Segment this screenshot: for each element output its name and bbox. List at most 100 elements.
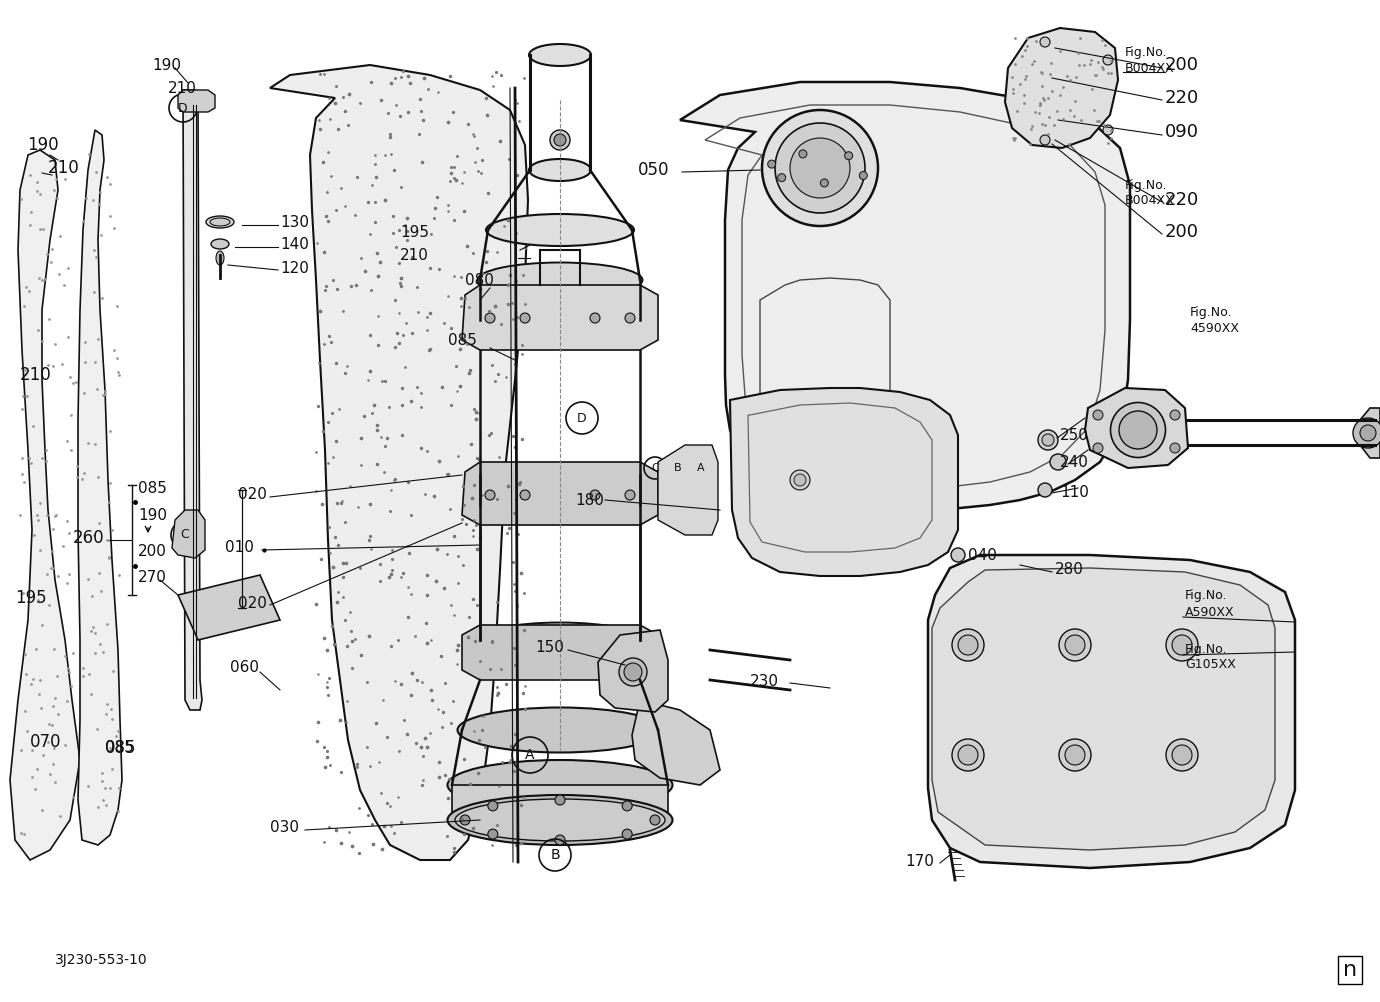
Text: C: C bbox=[181, 528, 189, 541]
Polygon shape bbox=[598, 630, 668, 712]
Text: B004XX: B004XX bbox=[1125, 193, 1174, 206]
Ellipse shape bbox=[529, 44, 591, 66]
Circle shape bbox=[555, 835, 564, 845]
Text: 180: 180 bbox=[575, 493, 604, 507]
Circle shape bbox=[1041, 37, 1050, 47]
Circle shape bbox=[1166, 629, 1198, 661]
Circle shape bbox=[1172, 635, 1192, 655]
Circle shape bbox=[958, 635, 978, 655]
Circle shape bbox=[591, 490, 600, 500]
Text: 085: 085 bbox=[448, 333, 477, 348]
Text: 240: 240 bbox=[1060, 455, 1089, 470]
Circle shape bbox=[789, 138, 850, 198]
Ellipse shape bbox=[477, 622, 643, 657]
Circle shape bbox=[1361, 425, 1376, 441]
Polygon shape bbox=[927, 555, 1294, 868]
Circle shape bbox=[1093, 410, 1103, 420]
Text: 030: 030 bbox=[270, 821, 299, 836]
Circle shape bbox=[1172, 745, 1192, 765]
Circle shape bbox=[487, 829, 498, 839]
Circle shape bbox=[591, 313, 600, 323]
Text: Fig.No.: Fig.No. bbox=[1185, 588, 1227, 601]
Text: 260: 260 bbox=[73, 529, 105, 547]
Circle shape bbox=[958, 745, 978, 765]
Text: 150: 150 bbox=[535, 640, 564, 655]
Text: 210: 210 bbox=[19, 366, 52, 384]
Circle shape bbox=[1170, 410, 1180, 420]
Circle shape bbox=[1041, 135, 1050, 145]
Text: A: A bbox=[526, 748, 535, 762]
Circle shape bbox=[460, 815, 471, 825]
Polygon shape bbox=[932, 568, 1275, 850]
Ellipse shape bbox=[206, 216, 235, 228]
Ellipse shape bbox=[529, 159, 591, 181]
Circle shape bbox=[520, 313, 530, 323]
Circle shape bbox=[1170, 443, 1180, 453]
Ellipse shape bbox=[477, 473, 643, 507]
Circle shape bbox=[1050, 454, 1065, 470]
Text: 190: 190 bbox=[152, 57, 181, 72]
Text: 080: 080 bbox=[465, 273, 494, 288]
Text: 140: 140 bbox=[280, 236, 309, 252]
Ellipse shape bbox=[447, 760, 672, 810]
Circle shape bbox=[1166, 739, 1198, 771]
Text: A: A bbox=[697, 463, 705, 473]
Ellipse shape bbox=[217, 250, 224, 265]
Polygon shape bbox=[680, 82, 1130, 510]
Circle shape bbox=[1352, 418, 1380, 448]
Text: 280: 280 bbox=[1054, 562, 1083, 577]
Polygon shape bbox=[1005, 28, 1118, 148]
Text: 020: 020 bbox=[237, 595, 266, 610]
Circle shape bbox=[1038, 430, 1058, 450]
Text: 190: 190 bbox=[138, 507, 167, 522]
Ellipse shape bbox=[620, 658, 647, 686]
Circle shape bbox=[762, 110, 878, 226]
Polygon shape bbox=[10, 150, 80, 860]
Ellipse shape bbox=[1119, 411, 1156, 449]
Text: Fig.No.: Fig.No. bbox=[1190, 306, 1232, 319]
Circle shape bbox=[1042, 434, 1054, 446]
Circle shape bbox=[555, 795, 564, 805]
Circle shape bbox=[553, 134, 566, 146]
Text: n: n bbox=[1343, 960, 1357, 980]
Text: Fig.No.: Fig.No. bbox=[1125, 178, 1167, 191]
Text: 270: 270 bbox=[138, 570, 167, 585]
Circle shape bbox=[799, 150, 807, 158]
Polygon shape bbox=[270, 65, 529, 860]
Text: 110: 110 bbox=[1060, 485, 1089, 500]
Text: 050: 050 bbox=[638, 161, 669, 179]
Text: 020: 020 bbox=[237, 487, 266, 501]
Text: 085: 085 bbox=[138, 481, 167, 496]
Text: 090: 090 bbox=[1165, 123, 1199, 141]
Circle shape bbox=[820, 179, 828, 187]
Polygon shape bbox=[178, 90, 215, 112]
Text: 4590XX: 4590XX bbox=[1190, 322, 1239, 335]
Circle shape bbox=[484, 313, 495, 323]
Circle shape bbox=[520, 490, 530, 500]
Text: 210: 210 bbox=[48, 159, 80, 177]
Text: 190: 190 bbox=[28, 136, 58, 154]
Text: 085: 085 bbox=[105, 739, 137, 757]
Text: 200: 200 bbox=[1165, 223, 1199, 241]
Text: 070: 070 bbox=[30, 733, 62, 752]
Circle shape bbox=[793, 474, 806, 486]
Text: Fig.No.: Fig.No. bbox=[1125, 45, 1167, 58]
Polygon shape bbox=[1085, 388, 1188, 468]
Circle shape bbox=[789, 470, 810, 490]
Text: A590XX: A590XX bbox=[1185, 605, 1235, 618]
Circle shape bbox=[625, 490, 635, 500]
Text: 220: 220 bbox=[1165, 191, 1199, 209]
Circle shape bbox=[1103, 55, 1114, 65]
Circle shape bbox=[551, 130, 570, 150]
Circle shape bbox=[1058, 629, 1092, 661]
Text: C: C bbox=[651, 463, 658, 473]
Polygon shape bbox=[462, 625, 658, 680]
Text: 200: 200 bbox=[138, 544, 167, 559]
Text: B004XX: B004XX bbox=[1125, 61, 1174, 74]
Text: 120: 120 bbox=[280, 261, 309, 276]
Text: 200: 200 bbox=[1165, 56, 1199, 74]
Ellipse shape bbox=[455, 799, 665, 841]
Polygon shape bbox=[658, 445, 718, 535]
Ellipse shape bbox=[211, 239, 229, 249]
Text: 010: 010 bbox=[225, 540, 254, 555]
